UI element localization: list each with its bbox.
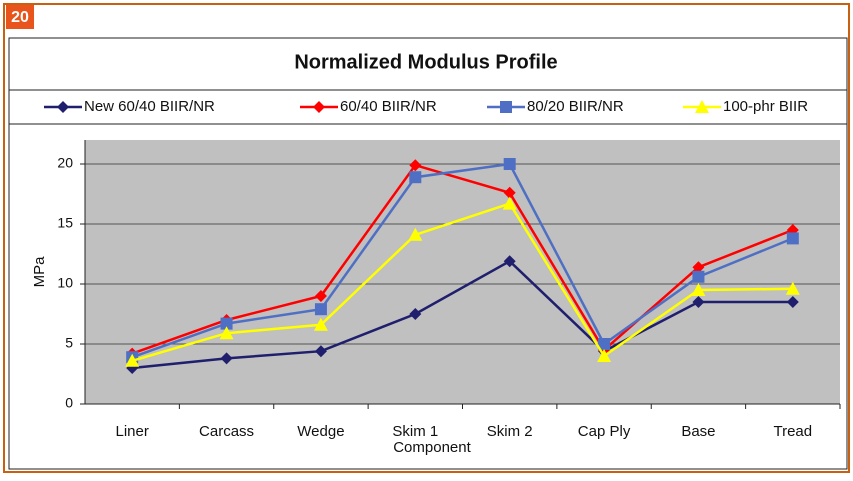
- point: [503, 255, 516, 268]
- point: [409, 159, 422, 172]
- point: [692, 296, 705, 308]
- series-line: [131, 202, 793, 362]
- point: [409, 171, 422, 184]
- frame: [3, 3, 850, 473]
- y-tick-label: 20: [57, 155, 73, 171]
- point: [502, 196, 517, 210]
- point: [503, 158, 516, 170]
- x-tick-label: Skim 2: [487, 423, 533, 440]
- y-tick-label: 0: [65, 395, 73, 411]
- point: [220, 352, 233, 365]
- x-tick-label: Tread: [773, 423, 812, 440]
- x-tick-label: Wedge: [297, 423, 344, 440]
- x-tick-label: Base: [681, 423, 715, 440]
- point: [313, 317, 328, 331]
- point: [597, 349, 612, 362]
- badge: 20: [11, 9, 29, 26]
- point: [219, 326, 234, 340]
- y-tick-label: 15: [57, 215, 73, 231]
- y-axis-label: MPa: [31, 256, 48, 288]
- x-axis-label: Component: [393, 439, 471, 456]
- point: [598, 338, 611, 350]
- point: [503, 186, 516, 199]
- series-line: [132, 259, 793, 370]
- legend-label: 60/40 BIIR/NR: [340, 98, 437, 115]
- series-line: [131, 163, 794, 355]
- point: [786, 232, 799, 245]
- legend-label: 80/20 BIIR/NR: [527, 98, 624, 115]
- y-tick-label: 5: [65, 335, 73, 351]
- point: [409, 308, 422, 320]
- legend-marker: [57, 101, 69, 113]
- x-tick-label: Skim 1: [392, 423, 438, 440]
- x-tick-label: Carcass: [199, 423, 254, 440]
- point: [314, 345, 327, 358]
- legend-label: New 60/40 BIIR/NR: [84, 98, 215, 115]
- badge-box: [6, 5, 34, 29]
- point: [314, 303, 327, 316]
- y-tick-label: 10: [57, 275, 73, 291]
- point: [785, 281, 800, 295]
- point: [692, 270, 705, 283]
- x-tick-label: Liner: [116, 423, 149, 440]
- x-tick-label: Cap Ply: [578, 423, 631, 440]
- legend-label: 100-phr BIIR: [723, 98, 808, 115]
- chart-title: Normalized Modulus Profile: [294, 51, 557, 73]
- legend-marker: [695, 100, 709, 113]
- legend-marker: [313, 101, 325, 113]
- point: [408, 227, 423, 241]
- legend-marker: [500, 101, 512, 113]
- point: [220, 317, 233, 330]
- point: [692, 261, 705, 274]
- point: [786, 296, 799, 308]
- point: [314, 290, 327, 302]
- series-line: [131, 162, 794, 359]
- point: [691, 283, 706, 296]
- point: [125, 353, 140, 367]
